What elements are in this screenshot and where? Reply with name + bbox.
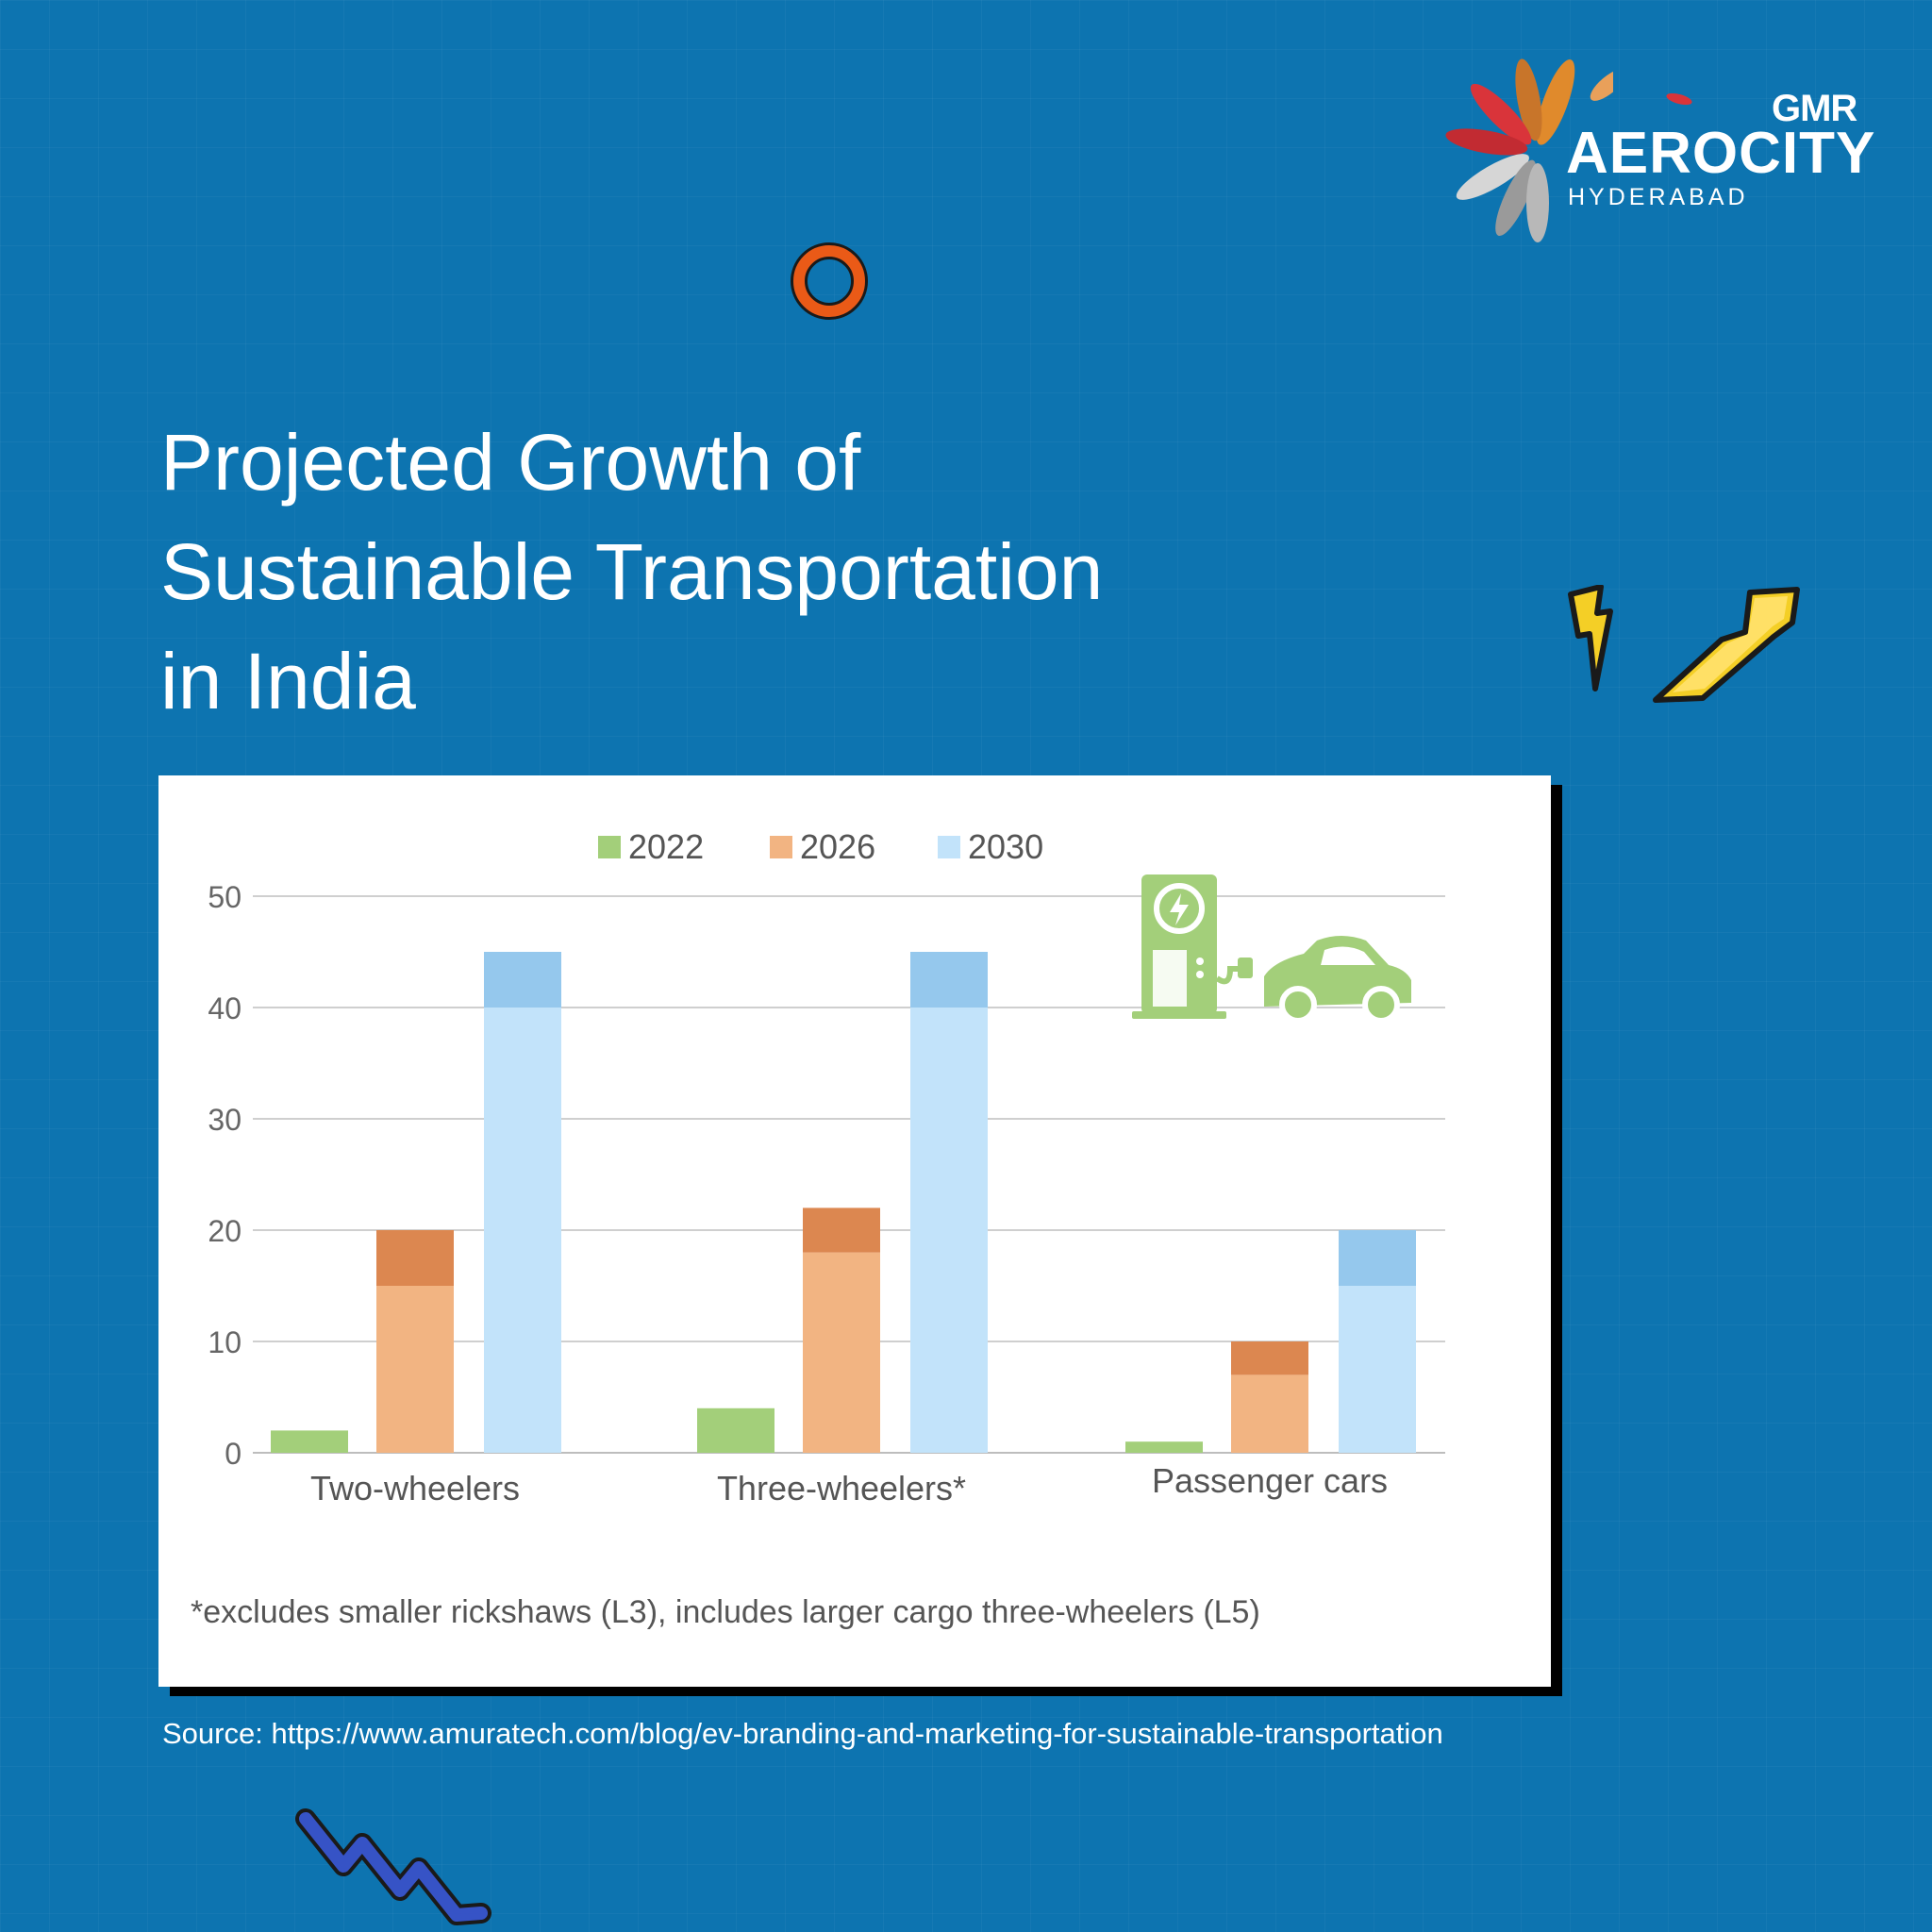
chart-card: 0 10 20 30 40 50 Two-wheelers Three-wheelers* Pa… (158, 775, 1551, 1687)
bar-2022 (1125, 1441, 1203, 1453)
y-tick-label: 30 (208, 1103, 242, 1137)
page-title: Projected Growth of Sustainable Transpor… (160, 408, 1387, 736)
legend-swatch (938, 836, 960, 858)
y-tick-label: 10 (208, 1325, 242, 1359)
legend-label: 2026 (800, 827, 875, 866)
chart-footnote: *excludes smaller rickshaws (L3), includ… (191, 1594, 1260, 1630)
legend-swatch (598, 836, 621, 858)
legend-swatch (770, 836, 792, 858)
legend-label: 2030 (968, 827, 1043, 866)
bar-2026 (376, 1286, 454, 1453)
ev-charging-car-icon (1132, 874, 1411, 1024)
orange-ring-decoration (791, 242, 868, 320)
blue-squiggle-decoration (295, 1808, 491, 1925)
x-category-label: Three-wheelers* (717, 1469, 966, 1507)
y-tick-label: 50 (208, 880, 242, 914)
bar-2022 (271, 1430, 348, 1453)
leaf-icon (1666, 92, 1692, 106)
bar-2030 (910, 1008, 988, 1453)
bar-2030 (1339, 1286, 1416, 1453)
bar-range-2030 (1339, 1230, 1416, 1286)
city-wordmark: HYDERABAD (1568, 184, 1749, 210)
bar-2022 (697, 1407, 774, 1453)
bar-range-2026 (1231, 1341, 1308, 1375)
bar-range-2030 (484, 952, 561, 1008)
bar-2026 (803, 1252, 880, 1453)
bar-range-2026 (376, 1230, 454, 1286)
x-category-label: Two-wheelers (310, 1469, 520, 1507)
bar-2026 (1231, 1374, 1308, 1453)
flower-petals-icon (1445, 58, 1627, 242)
title-line: Projected Growth of (160, 418, 861, 507)
lightning-bolts-icon (1568, 585, 1800, 703)
bar-2030 (484, 1008, 561, 1453)
gmr-aerocity-logo: GMR AEROCITY HYDERABAD (1443, 52, 1877, 250)
y-tick-label: 20 (208, 1214, 242, 1248)
bar-range-2026 (803, 1208, 880, 1253)
y-tick-label: 40 (208, 991, 242, 1025)
source-citation: Source: https://www.amuratech.com/blog/e… (162, 1717, 1443, 1750)
title-line: in India (160, 637, 416, 725)
title-line: Sustainable Transportation (160, 527, 1104, 616)
legend-label: 2022 (628, 827, 704, 866)
x-category-label: Passenger cars (1152, 1461, 1388, 1500)
y-tick-label: 0 (225, 1437, 242, 1471)
aerocity-wordmark: AEROCITY (1566, 121, 1876, 186)
gmr-wordmark: GMR (1772, 88, 1857, 129)
bar-range-2030 (910, 952, 988, 1008)
